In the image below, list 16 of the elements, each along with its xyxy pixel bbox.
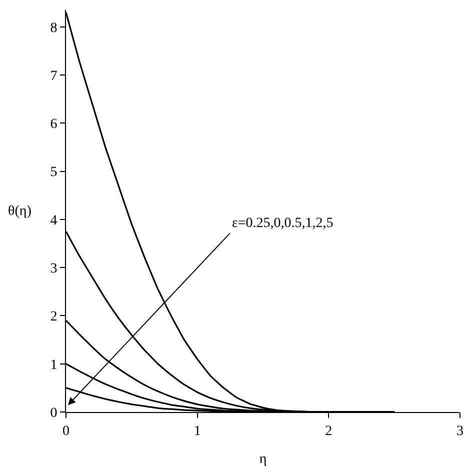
x-axis-title: η — [259, 452, 267, 468]
y-axis-title: θ(η) — [8, 204, 32, 219]
x-tick-label: 0 — [62, 424, 70, 439]
y-tick-label: 7 — [50, 68, 58, 84]
y-tick-label: 3 — [50, 261, 58, 276]
x-tick-label: 1 — [194, 424, 201, 439]
y-tick-label: 8 — [50, 20, 58, 36]
y-tick-label: 0 — [50, 406, 58, 421]
y-tick-label: 5 — [50, 165, 58, 180]
y-tick-label: 1 — [50, 358, 58, 373]
x-tick-label: 2 — [325, 424, 332, 439]
y-tick-label: 6 — [50, 117, 58, 132]
y-tick-label: 4 — [50, 213, 58, 228]
y-tick-label: 2 — [50, 310, 58, 325]
annotation: ε=0.25,0,0.5,1,2,5 — [232, 216, 334, 231]
x-tick-label: 3 — [456, 424, 464, 439]
